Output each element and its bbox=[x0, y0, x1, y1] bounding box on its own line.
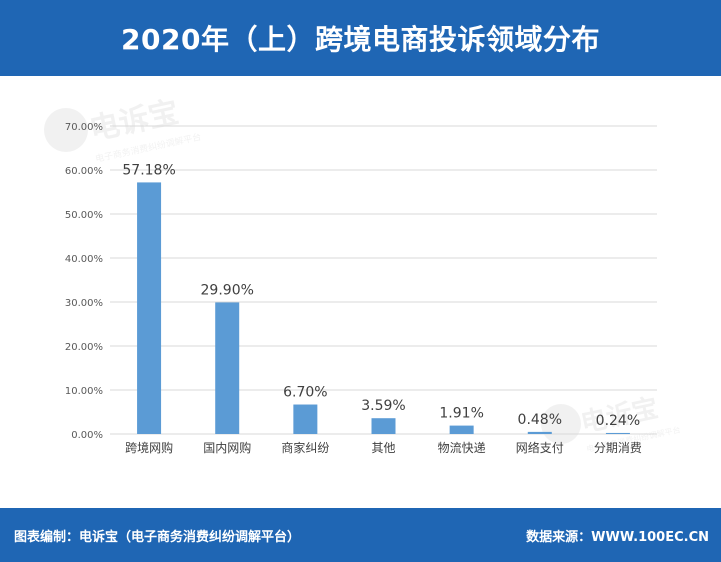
x-tick-label: 国内网购 bbox=[203, 440, 251, 455]
y-tick-label: 70.00% bbox=[65, 122, 103, 133]
bar bbox=[215, 302, 240, 434]
x-tick-label: 商家纠纷 bbox=[281, 440, 329, 455]
bar bbox=[293, 404, 318, 434]
data-label: 3.59% bbox=[361, 398, 405, 414]
y-tick-label: 50.00% bbox=[65, 210, 103, 221]
x-tick-label: 网络支付 bbox=[516, 440, 564, 455]
title-banner: 2020年（上）跨境电商投诉领域分布 bbox=[0, 0, 721, 76]
x-tick-label: 跨境网购 bbox=[125, 440, 173, 455]
chart-svg: 0.00% 10.00% 20.00% 30.00% 40.00% 50.00% 60.00… bbox=[65, 122, 657, 455]
y-tick-label: 0.00% bbox=[71, 430, 103, 441]
y-tick-label: 20.00% bbox=[65, 342, 103, 353]
bar bbox=[137, 182, 162, 434]
x-tick-label: 分期消费 bbox=[594, 441, 642, 455]
footer-banner: 图表编制：电诉宝（电子商务消费纠纷调解平台） 数据来源：WWW.100EC.CN bbox=[0, 508, 721, 562]
data-label: 6.70% bbox=[283, 385, 327, 401]
data-label: 57.18% bbox=[122, 162, 175, 178]
bar bbox=[449, 425, 474, 434]
bar-chart: 0.00% 10.00% 20.00% 30.00% 40.00% 50.00% 60.00… bbox=[0, 76, 721, 508]
y-tick-label: 10.00% bbox=[65, 386, 103, 397]
x-tick-label: 物流快递 bbox=[438, 441, 486, 455]
data-label: 29.90% bbox=[201, 282, 254, 298]
x-tick-label: 其他 bbox=[371, 441, 395, 455]
data-label: 0.48% bbox=[518, 412, 562, 428]
bar bbox=[527, 431, 552, 434]
y-tick-label: 30.00% bbox=[65, 298, 103, 309]
bar bbox=[371, 418, 396, 434]
chart-title: 2020年（上）跨境电商投诉领域分布 bbox=[121, 23, 600, 56]
footer-source-editor: 图表编制：电诉宝（电子商务消费纠纷调解平台） bbox=[14, 529, 301, 545]
data-label: 1.91% bbox=[439, 406, 483, 422]
y-tick-label: 40.00% bbox=[65, 254, 103, 265]
bar bbox=[605, 432, 630, 434]
data-label: 0.24% bbox=[596, 413, 640, 429]
y-tick-label: 60.00% bbox=[65, 166, 103, 177]
footer-data-source: 数据来源：WWW.100EC.CN bbox=[526, 529, 709, 545]
